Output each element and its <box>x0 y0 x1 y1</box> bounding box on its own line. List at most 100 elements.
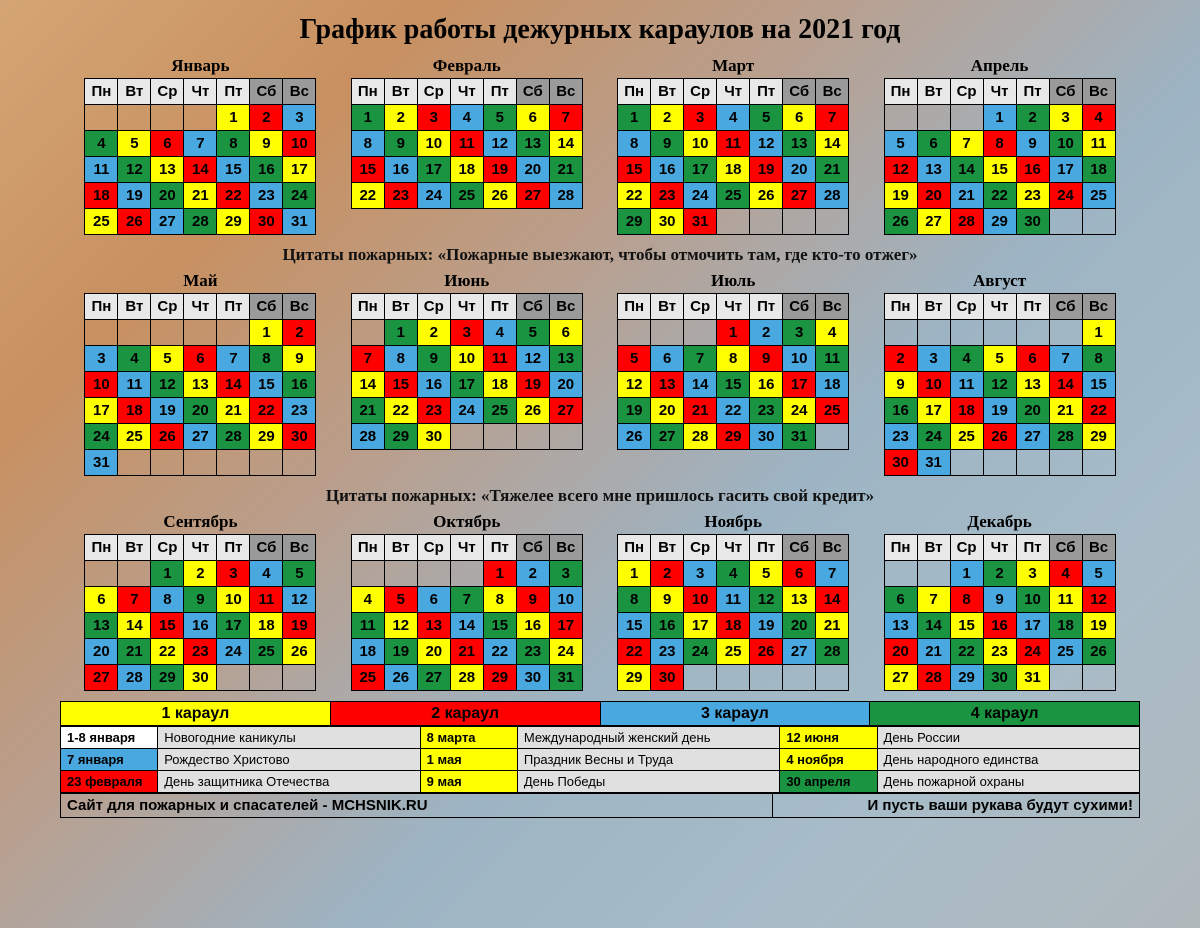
day-cell: 1 <box>351 105 384 131</box>
day-cell: 3 <box>684 105 717 131</box>
day-cell: 27 <box>917 209 950 235</box>
weekday-header: Ср <box>417 535 450 561</box>
weekday-header: Вт <box>917 294 950 320</box>
weekday-header: Вс <box>816 79 849 105</box>
day-cell: 7 <box>816 561 849 587</box>
day-cell: 19 <box>483 157 516 183</box>
legend-shifts-row: 1 караул2 караул3 караул4 караул <box>61 702 1140 726</box>
day-cell: 15 <box>250 372 283 398</box>
day-cell: 12 <box>618 372 651 398</box>
day-cell: 19 <box>1082 613 1115 639</box>
month-calendar: ПнВтСрЧтПтСбВс 1234567891011121314151617… <box>84 534 316 691</box>
empty-cell <box>283 665 316 691</box>
day-cell: 30 <box>983 665 1016 691</box>
day-cell: 9 <box>516 587 549 613</box>
weekday-header: Вс <box>549 294 582 320</box>
day-cell: 8 <box>483 587 516 613</box>
empty-cell <box>417 561 450 587</box>
day-cell: 9 <box>651 587 684 613</box>
months-row-3: СентябрьПнВтСрЧтПтСбВс 12345678910111213… <box>0 512 1200 691</box>
legend-shift-cell: 2 караул <box>330 702 600 726</box>
footer-right: И пусть ваши рукава будут сухими! <box>773 794 1140 818</box>
day-cell: 28 <box>684 424 717 450</box>
month-calendar: ПнВтСрЧтПтСбВс 1234567891011121314151617… <box>884 78 1116 235</box>
day-cell: 16 <box>1016 157 1049 183</box>
holiday-name: День пожарной охраны <box>877 771 1139 793</box>
day-cell: 19 <box>118 183 151 209</box>
day-cell: 12 <box>483 131 516 157</box>
month-name: Апрель <box>971 56 1029 76</box>
day-cell: 15 <box>151 613 184 639</box>
month-2: ФевральПнВтСрЧтПтСбВс1234567891011121314… <box>351 56 583 235</box>
day-cell: 8 <box>217 131 250 157</box>
day-cell: 6 <box>417 587 450 613</box>
day-cell: 7 <box>549 105 582 131</box>
holiday-row: 23 февраляДень защитника Отечества9 маяД… <box>61 771 1140 793</box>
weekday-header: Сб <box>1049 535 1082 561</box>
day-cell: 16 <box>983 613 1016 639</box>
day-cell: 3 <box>85 346 118 372</box>
day-cell: 21 <box>549 157 582 183</box>
weekday-header: Ср <box>950 294 983 320</box>
weekday-header: Пт <box>483 294 516 320</box>
day-cell: 13 <box>651 372 684 398</box>
day-cell: 4 <box>1082 105 1115 131</box>
day-cell: 3 <box>783 320 816 346</box>
day-cell: 22 <box>384 398 417 424</box>
day-cell: 12 <box>1082 587 1115 613</box>
day-cell: 25 <box>717 639 750 665</box>
weekday-header: Сб <box>516 294 549 320</box>
day-cell: 30 <box>651 665 684 691</box>
day-cell: 21 <box>950 183 983 209</box>
day-cell: 28 <box>450 665 483 691</box>
day-cell: 2 <box>417 320 450 346</box>
day-cell: 5 <box>384 587 417 613</box>
day-cell: 4 <box>1049 561 1082 587</box>
holiday-date: 4 ноября <box>780 749 877 771</box>
day-cell: 11 <box>717 131 750 157</box>
empty-cell <box>750 209 783 235</box>
day-cell: 8 <box>351 131 384 157</box>
day-cell: 17 <box>217 613 250 639</box>
holiday-date: 1 мая <box>420 749 517 771</box>
day-cell: 12 <box>750 131 783 157</box>
day-cell: 11 <box>118 372 151 398</box>
day-cell: 17 <box>450 372 483 398</box>
day-cell: 8 <box>250 346 283 372</box>
weekday-header: Пт <box>1016 294 1049 320</box>
day-cell: 4 <box>450 105 483 131</box>
day-cell: 27 <box>1016 424 1049 450</box>
day-cell: 25 <box>950 424 983 450</box>
empty-cell <box>917 105 950 131</box>
day-cell: 3 <box>217 561 250 587</box>
weekday-header: Сб <box>516 79 549 105</box>
empty-cell <box>1082 209 1115 235</box>
day-cell: 19 <box>750 613 783 639</box>
day-cell: 1 <box>618 561 651 587</box>
weekday-header: Вт <box>917 535 950 561</box>
day-cell: 27 <box>783 183 816 209</box>
day-cell: 28 <box>816 183 849 209</box>
day-cell: 9 <box>283 346 316 372</box>
empty-cell <box>549 424 582 450</box>
empty-cell <box>816 424 849 450</box>
day-cell: 12 <box>983 372 1016 398</box>
day-cell: 27 <box>151 209 184 235</box>
day-cell: 14 <box>816 131 849 157</box>
day-cell: 12 <box>151 372 184 398</box>
day-cell: 18 <box>85 183 118 209</box>
empty-cell <box>1082 450 1115 476</box>
day-cell: 17 <box>417 157 450 183</box>
day-cell: 26 <box>384 665 417 691</box>
legend-block: 1 караул2 караул3 караул4 караул 1-8 янв… <box>60 701 1140 818</box>
day-cell: 14 <box>816 587 849 613</box>
day-cell: 22 <box>983 183 1016 209</box>
empty-cell <box>783 209 816 235</box>
day-cell: 5 <box>283 561 316 587</box>
day-cell: 13 <box>549 346 582 372</box>
month-name: Сентябрь <box>163 512 237 532</box>
day-cell: 23 <box>184 639 217 665</box>
weekday-header: Сб <box>783 535 816 561</box>
empty-cell <box>250 450 283 476</box>
empty-cell <box>816 209 849 235</box>
